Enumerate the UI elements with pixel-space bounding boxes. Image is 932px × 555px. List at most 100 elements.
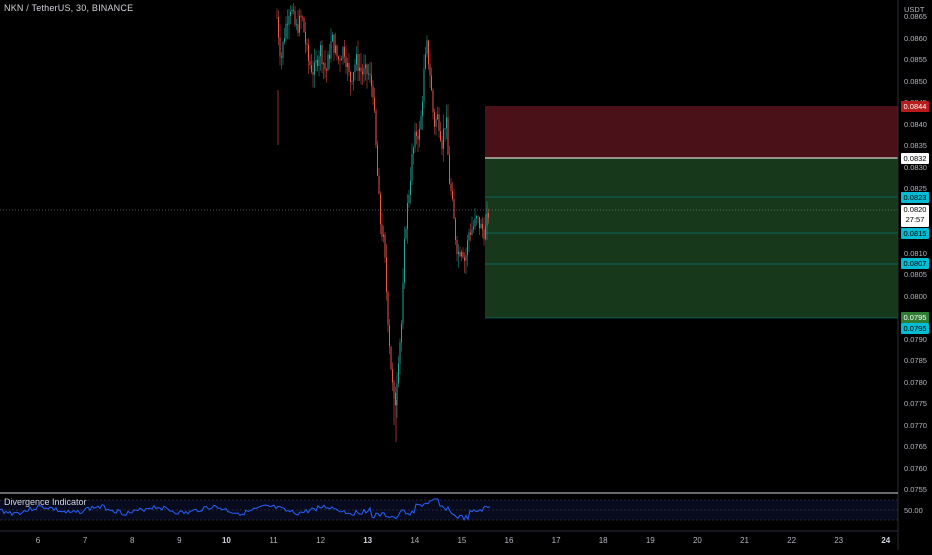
price-tick-label: 0.0835: [904, 141, 927, 150]
candle-body: [432, 90, 434, 113]
target4-badge: 0.0795: [901, 312, 929, 323]
candle-body: [381, 224, 383, 237]
candle-body: [345, 56, 347, 68]
price-tick-label: 0.0785: [904, 356, 927, 365]
candle-body: [365, 64, 366, 68]
candle-body: [311, 65, 312, 73]
candle-body: [291, 9, 293, 12]
candle-body: [468, 232, 470, 241]
candle-body: [423, 68, 425, 102]
candle-body: [476, 216, 477, 219]
price-tick-label: 0.0755: [904, 485, 927, 494]
candle-body: [390, 346, 392, 370]
candle-body: [402, 282, 404, 324]
candle-body: [383, 234, 384, 237]
candle-body: [279, 37, 281, 57]
candle-body: [455, 218, 456, 240]
candle-body: [362, 71, 363, 75]
time-tick-label: 15: [457, 536, 467, 545]
price-tick-label: 0.0830: [904, 162, 927, 172]
candle-body: [369, 73, 371, 76]
candle-body: [416, 131, 417, 136]
candle-body: [287, 23, 288, 25]
candle-body: [290, 11, 291, 16]
stop-price-badge: 0.0844: [901, 101, 929, 112]
target3-badge: 0.0807: [901, 258, 929, 269]
candle-body: [297, 24, 299, 33]
candle-body: [387, 292, 389, 326]
candle-body: [411, 153, 413, 181]
candle-body: [395, 392, 396, 406]
target1-badge: 0.0823: [901, 192, 929, 203]
candle-body: [435, 119, 437, 127]
candle-body: [471, 229, 473, 235]
time-tick-label: 11: [269, 536, 278, 545]
candle-body: [330, 41, 332, 59]
candle-body: [482, 223, 483, 230]
candle-body: [321, 45, 323, 65]
current-price: 0.0820: [903, 205, 927, 214]
price-tick-label: 0.0860: [904, 33, 927, 43]
candle-body: [413, 147, 414, 154]
take-profit-zone: [485, 158, 898, 318]
price-tick-label: 0.0800: [904, 291, 927, 301]
price-tick-label: 0.0790: [904, 334, 927, 344]
candle-body: [308, 45, 309, 62]
price-tick-label: 0.0805: [904, 270, 927, 279]
candle-body: [485, 225, 486, 240]
entry-price-badge: 0.0832: [901, 153, 929, 164]
candle-body: [309, 61, 311, 66]
rsi-line: [0, 498, 491, 522]
candle-body: [294, 10, 296, 25]
candle-body: [437, 114, 438, 120]
candle-body: [398, 363, 399, 384]
candle-body: [453, 199, 455, 219]
candle-body: [285, 23, 287, 39]
candle-body: [456, 239, 458, 254]
indicator-name[interactable]: Divergence Indicator: [4, 497, 87, 507]
candle-body: [333, 34, 335, 53]
candle-body: [462, 252, 464, 258]
time-tick-label: 6: [35, 536, 41, 545]
candle-body: [377, 145, 378, 176]
candle-body: [443, 129, 444, 149]
candle-body: [446, 117, 447, 129]
candle-body: [429, 64, 431, 76]
price-tick-label: 0.0765: [904, 442, 927, 451]
candle-body: [317, 60, 318, 67]
candle-body: [450, 183, 452, 192]
candle-body: [320, 45, 321, 57]
candle-body: [344, 47, 345, 57]
candle-body: [371, 75, 372, 86]
currency-label: USDT: [904, 5, 925, 14]
time-tick-label: 19: [645, 536, 655, 545]
candle-body: [356, 54, 357, 65]
candle-body: [375, 110, 377, 146]
price-tick-label: 0.0775: [904, 399, 927, 408]
candle-body: [386, 257, 387, 293]
candle-body: [440, 130, 441, 141]
candle-body: [302, 17, 303, 18]
candle-body: [419, 128, 420, 140]
candle-body: [326, 69, 327, 71]
symbol-title[interactable]: NKN / TetherUS, 30, BINANCE: [4, 3, 134, 13]
candle-body: [324, 63, 326, 70]
time-tick-label: 16: [504, 536, 514, 545]
candle-body: [384, 234, 386, 258]
current-price-badge: 0.0820 27:57: [901, 205, 929, 227]
candle-body: [452, 191, 453, 200]
candle-body: [417, 135, 419, 140]
candle-body: [474, 218, 476, 227]
candle-body: [465, 255, 467, 261]
time-tick-label: 12: [316, 536, 326, 545]
candle-body: [426, 40, 428, 54]
candle-body: [338, 56, 339, 60]
time-tick-label: 13: [363, 536, 373, 545]
candle-body: [300, 15, 302, 18]
candle-body: [470, 232, 471, 235]
candle-body: [392, 369, 393, 383]
indicator-pane[interactable]: [0, 498, 898, 522]
bar-countdown: 27:57: [905, 215, 925, 224]
